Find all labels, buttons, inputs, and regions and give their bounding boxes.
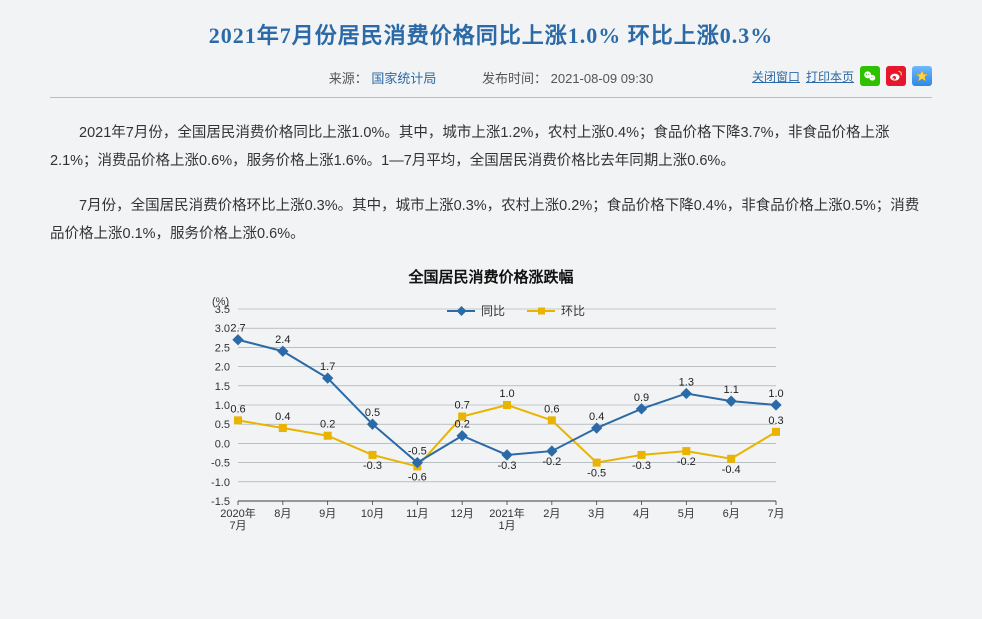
svg-text:2月: 2月 [543,508,560,520]
svg-text:同比: 同比 [481,304,505,318]
svg-text:2.0: 2.0 [215,362,230,374]
action-bar: 关闭窗口 打印本页 [752,66,932,86]
source-value: 国家统计局 [371,71,436,86]
svg-text:-0.3: -0.3 [363,460,382,472]
svg-text:-1.5: -1.5 [211,496,230,508]
svg-text:(%): (%) [212,296,229,308]
meta-row: 来源： 国家统计局 发布时间： 2021-08-09 09:30 关闭窗口 打印… [50,68,932,97]
svg-text:1.0: 1.0 [499,388,514,400]
svg-text:7月: 7月 [767,508,784,520]
svg-text:-0.5: -0.5 [408,446,427,458]
svg-text:0.0: 0.0 [215,439,230,451]
source-label: 来源： [329,71,368,86]
separator [50,97,932,98]
svg-text:-0.2: -0.2 [677,456,696,468]
svg-text:0.6: 0.6 [544,404,559,416]
paragraph-2: 7月份，全国居民消费价格环比上涨0.3%。其中，城市上涨0.3%，农村上涨0.2… [50,193,932,248]
svg-text:7月: 7月 [229,520,246,532]
svg-text:12月: 12月 [451,508,474,520]
publish-label: 发布时间： [482,71,547,86]
svg-text:-0.4: -0.4 [722,464,741,476]
svg-text:0.4: 0.4 [275,411,290,423]
weibo-icon[interactable] [886,66,906,86]
svg-text:1.1: 1.1 [724,384,739,396]
svg-text:3.0: 3.0 [215,323,230,335]
svg-text:2.4: 2.4 [275,334,290,346]
svg-text:0.5: 0.5 [365,407,380,419]
svg-text:0.7: 0.7 [455,400,470,412]
svg-text:0.9: 0.9 [634,392,649,404]
print-page-link[interactable]: 打印本页 [806,68,854,85]
svg-text:0.4: 0.4 [589,411,604,423]
svg-text:1.5: 1.5 [215,381,230,393]
svg-text:2.7: 2.7 [230,323,245,335]
cpi-chart: 全国居民消费价格涨跌幅 -1.5 -1.0 -0.5 0.0 0.5 1.0 1.5 2.0 2… [186,266,796,551]
svg-text:0.5: 0.5 [215,419,230,431]
svg-text:-0.5: -0.5 [211,458,230,470]
svg-text:-0.6: -0.6 [408,472,427,484]
svg-text:4月: 4月 [633,508,650,520]
wechat-icon[interactable] [860,66,880,86]
svg-text:-0.3: -0.3 [498,460,517,472]
chart-svg: -1.5-1.0-0.50.00.51.01.52.02.53.03.5(%)2… [186,291,796,551]
svg-text:0.6: 0.6 [230,404,245,416]
svg-text:2021年: 2021年 [489,506,524,520]
close-window-link[interactable]: 关闭窗口 [752,68,800,85]
svg-text:8月: 8月 [274,508,291,520]
chart-title: 全国居民消费价格涨跌幅 [186,266,796,287]
svg-text:-0.5: -0.5 [587,468,606,480]
svg-text:0.2: 0.2 [455,419,470,431]
svg-text:2020年: 2020年 [220,506,255,520]
svg-text:5月: 5月 [678,508,695,520]
svg-text:-0.3: -0.3 [632,460,651,472]
svg-text:3月: 3月 [588,508,605,520]
publish-value: 2021-08-09 09:30 [551,71,654,86]
page-title: 2021年7月份居民消费价格同比上涨1.0% 环比上涨0.3% [50,18,932,50]
svg-text:1.0: 1.0 [215,400,230,412]
svg-text:环比: 环比 [561,304,585,318]
svg-text:2.5: 2.5 [215,343,230,355]
svg-text:1.0: 1.0 [768,388,783,400]
svg-text:-1.0: -1.0 [211,477,230,489]
paragraph-1: 2021年7月份，全国居民消费价格同比上涨1.0%。其中，城市上涨1.2%，农村… [50,120,932,175]
svg-text:1.3: 1.3 [679,377,694,389]
svg-text:-0.2: -0.2 [542,456,561,468]
favorite-icon[interactable] [912,66,932,86]
svg-text:1月: 1月 [498,520,515,532]
svg-text:10月: 10月 [361,508,384,520]
svg-text:1.7: 1.7 [320,361,335,373]
svg-text:11月: 11月 [406,508,428,520]
svg-text:0.3: 0.3 [768,415,783,427]
svg-text:9月: 9月 [319,508,336,520]
svg-text:0.2: 0.2 [320,419,335,431]
svg-text:6月: 6月 [723,508,740,520]
